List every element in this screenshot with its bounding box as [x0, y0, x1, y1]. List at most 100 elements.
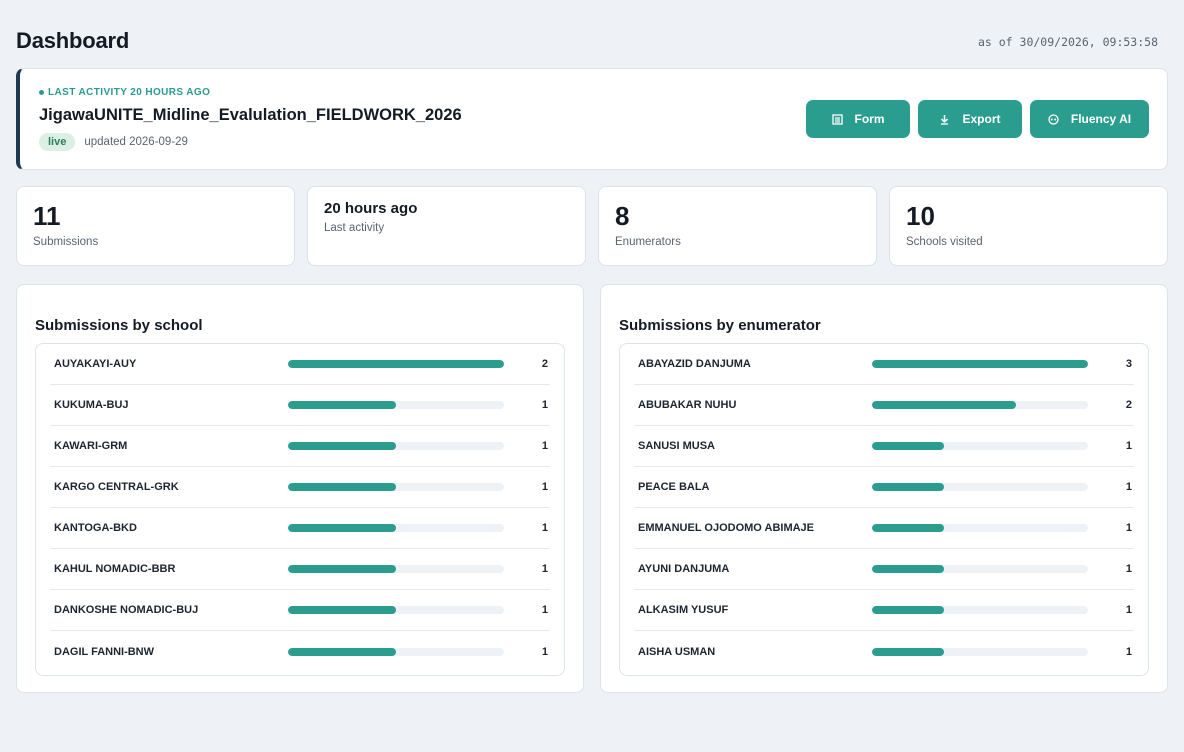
bar-track: [288, 565, 504, 573]
stat-label: Schools visited: [906, 236, 983, 248]
bar-track: [872, 360, 1088, 368]
school-row-count: 1: [541, 399, 548, 411]
stat-label: Last activity: [324, 222, 385, 234]
enumerator-row-count: 1: [1125, 481, 1132, 493]
download-icon: [939, 114, 950, 125]
panel-title: Submissions by enumerator: [619, 317, 821, 334]
bar-fill: [872, 524, 944, 532]
enumerator-row-label: ALKASIM YUSUF: [638, 604, 729, 616]
enumerator-row-label: ABAYAZID DANJUMA: [638, 358, 751, 370]
school-row: AUYAKAYI-AUY 2: [50, 344, 550, 385]
enumerator-row: ALKASIM YUSUF 1: [634, 590, 1134, 631]
bar-fill: [288, 483, 396, 491]
project-actions: Form Export Fluency AI: [806, 100, 1149, 138]
bar-fill: [288, 565, 396, 573]
bar-track: [872, 401, 1088, 409]
enumerator-row: ABUBAKAR NUHU 2: [634, 385, 1134, 426]
enumerator-row-label: ABUBAKAR NUHU: [638, 399, 737, 411]
school-row-label: KAHUL NOMADIC-BBR: [54, 563, 176, 575]
enumerator-row: AISHA USMAN 1: [634, 631, 1134, 672]
page-title: Dashboard: [16, 28, 130, 53]
bar-track: [872, 565, 1088, 573]
enumerator-row: EMMANUEL OJODOMO ABIMAJE 1: [634, 508, 1134, 549]
stat-value: 20 hours ago: [324, 200, 418, 217]
enumerator-row-count: 1: [1125, 522, 1132, 534]
school-row-count: 1: [541, 563, 548, 575]
form-icon: [831, 113, 843, 125]
bar-track: [288, 483, 504, 491]
status-badge: live: [39, 133, 76, 151]
stats-row: 11 Submissions 20 hours ago Last activit…: [16, 186, 1168, 266]
fluency-ai-button-label: Fluency AI: [1070, 112, 1132, 126]
stat-value: 11: [33, 201, 61, 231]
export-button-label: Export: [962, 112, 1001, 126]
school-row-count: 1: [541, 645, 548, 658]
bar-track: [872, 442, 1088, 450]
school-row-label: KAWARI-GRM: [54, 440, 128, 452]
enumerator-row-label: AYUNI DANJUMA: [638, 563, 730, 575]
bar-fill: [872, 442, 944, 450]
bar-fill: [872, 606, 944, 614]
school-row: KANTOGA-BKD 1: [50, 508, 550, 549]
bar-track: [288, 360, 504, 368]
school-row: DANKOSHE NOMADIC-BUJ 1: [50, 590, 550, 631]
form-button[interactable]: Form: [806, 100, 910, 138]
bar-track: [872, 524, 1088, 532]
school-row: KAHUL NOMADIC-BBR 1: [50, 549, 550, 590]
bar-track: [288, 442, 504, 450]
school-row-count: 1: [541, 522, 548, 534]
bar-track: [288, 647, 504, 656]
submissions-by-school-panel: Submissions by school AUYAKAYI-AUY 2 KUKUM…: [16, 284, 584, 693]
project-status-row: live updated 2026-09-29: [39, 133, 188, 151]
stat-value: 8: [615, 201, 630, 231]
stat-label: Submissions: [33, 236, 99, 248]
stat-card-enumerators: 8 Enumerators: [598, 186, 877, 266]
bar-fill: [288, 524, 396, 532]
school-row: DAGIL FANNI-BNW 1: [50, 631, 550, 672]
enumerator-row: SANUSI MUSA 1: [634, 426, 1134, 467]
enumerator-row-count: 1: [1125, 563, 1132, 575]
school-row-label: AUYAKAYI-AUY: [54, 358, 137, 370]
bar-track: [288, 524, 504, 532]
enumerator-row: ABAYAZID DANJUMA 3: [634, 344, 1134, 385]
enumerator-row-count: 1: [1125, 645, 1132, 658]
school-row-count: 1: [541, 604, 548, 616]
last-activity-text: LAST ACTIVITY 20 HOURS AGO: [48, 87, 211, 98]
bar-fill: [288, 401, 396, 409]
updated-date: updated 2026-09-29: [84, 136, 188, 148]
school-row-label: KANTOGA-BKD: [54, 522, 137, 534]
bar-track: [872, 483, 1088, 491]
school-row: KAWARI-GRM 1: [50, 426, 550, 467]
school-row-count: 1: [541, 481, 548, 493]
school-row: KUKUMA-BUJ 1: [50, 385, 550, 426]
stat-value: 10: [906, 201, 935, 231]
school-row-count: 2: [541, 358, 548, 370]
submissions-by-enumerator-panel: Submissions by enumerator ABAYAZID DANJU…: [600, 284, 1168, 693]
school-row: KARGO CENTRAL-GRK 1: [50, 467, 550, 508]
project-name: JigawaUNITE_Midline_Evalulation_FIELDWOR…: [39, 106, 462, 124]
school-row-label: DAGIL FANNI-BNW: [54, 645, 155, 658]
school-row-label: KARGO CENTRAL-GRK: [54, 481, 179, 493]
fluency-ai-button[interactable]: Fluency AI: [1030, 100, 1149, 138]
enumerator-row-count: 1: [1125, 604, 1132, 616]
bar-fill: [288, 360, 504, 368]
stat-card-schools-visited: 10 Schools visited: [889, 186, 1168, 266]
bar-fill: [872, 401, 1016, 409]
enumerator-row: AYUNI DANJUMA 1: [634, 549, 1134, 590]
bar-fill: [872, 647, 944, 656]
bar-fill: [872, 565, 944, 573]
enumerator-list: ABAYAZID DANJUMA 3 ABUBAKAR NUHU 2 SANUSI MU…: [619, 343, 1149, 676]
enumerator-row-label: EMMANUEL OJODOMO ABIMAJE: [638, 522, 815, 534]
bar-fill: [872, 360, 1088, 368]
export-button[interactable]: Export: [918, 100, 1022, 138]
stat-card-last-activity: 20 hours ago Last activity: [307, 186, 586, 266]
enumerator-row-label: SANUSI MUSA: [638, 440, 716, 452]
timestamp: as of 30/09/2026, 09:53:58: [977, 35, 1158, 49]
enumerator-row-count: 3: [1125, 358, 1132, 370]
stat-card-submissions: 11 Submissions: [16, 186, 295, 266]
bar-fill: [288, 606, 396, 614]
enumerator-row-label: PEACE BALA: [638, 481, 710, 493]
bar-fill: [872, 483, 944, 491]
enumerator-row-count: 2: [1125, 399, 1132, 411]
